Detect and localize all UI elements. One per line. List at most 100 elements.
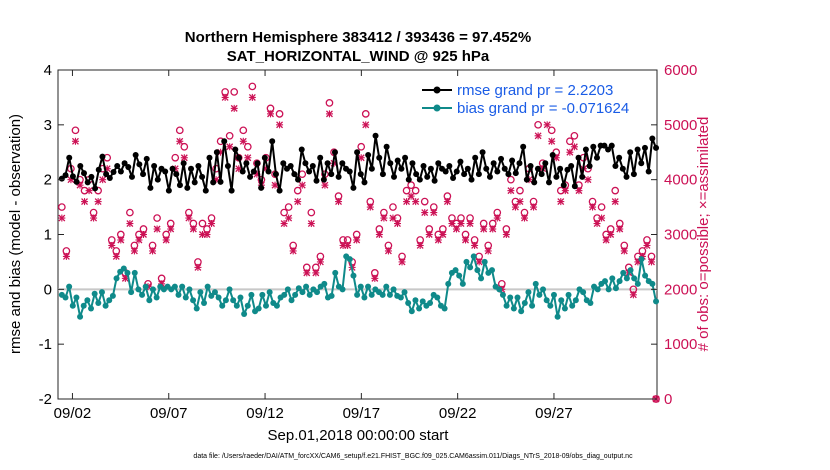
rmse-point — [653, 144, 660, 151]
obs-possible-point — [566, 137, 574, 146]
bias-point — [182, 294, 189, 301]
bias-point — [529, 302, 536, 309]
obs-assimilated-point — [208, 220, 216, 228]
obs-assimilated-point — [117, 236, 125, 244]
rmse-point — [527, 162, 534, 169]
bias-point — [514, 294, 521, 301]
rmse-point — [557, 165, 564, 172]
bias-point — [328, 292, 335, 299]
y-right-tick-label: 4000 — [664, 172, 697, 189]
rmse-point — [243, 160, 250, 167]
bias-point — [226, 286, 233, 293]
obs-assimilated-point — [94, 198, 102, 206]
bias-point — [262, 302, 269, 309]
obs-possible-point — [293, 186, 302, 195]
rmse-point — [619, 165, 626, 172]
bias-point — [171, 283, 178, 290]
rmse-point — [84, 179, 91, 186]
obs-possible-point — [126, 208, 134, 217]
rmse-point — [180, 160, 187, 167]
rmse-point — [549, 151, 556, 158]
rmse-point — [498, 155, 505, 162]
rmse-point — [250, 168, 257, 175]
bias-point — [80, 302, 87, 309]
bias-point — [339, 286, 346, 293]
rmse-point — [176, 182, 183, 189]
obs-assimilated-point — [507, 187, 515, 195]
obs-assimilated-point — [489, 225, 497, 233]
rmse-point — [73, 178, 80, 185]
bias-point — [131, 269, 138, 276]
bias-point — [503, 302, 510, 309]
bias-point — [383, 283, 390, 290]
bias-point — [255, 305, 262, 312]
obs-assimilated-point — [176, 137, 184, 145]
obs-possible-point — [198, 219, 207, 228]
rmse-point — [99, 153, 106, 160]
bias-point — [543, 297, 550, 304]
bias-point — [66, 283, 73, 290]
obs-assimilated-point — [530, 203, 538, 211]
rmse-point — [472, 154, 479, 161]
obs-assimilated-point — [112, 252, 120, 260]
y-left-tick-labels: -2 -1 0 1 2 3 4 — [39, 62, 52, 408]
bias-point — [73, 294, 80, 301]
rmse-point — [391, 173, 398, 180]
obs-assimilated-point — [62, 252, 70, 260]
obs-assimilated-point — [520, 214, 528, 222]
bias-point — [222, 297, 229, 304]
rmse-point — [132, 151, 139, 158]
rmse-point — [483, 165, 490, 172]
rmse-point — [486, 173, 493, 180]
obs-assimilated-point — [85, 187, 93, 195]
obs-assimilated-point — [548, 137, 556, 145]
obs-possible-point — [507, 175, 515, 184]
series-layer — [58, 132, 660, 320]
obs-assimilated-point — [466, 220, 474, 228]
rmse-point — [409, 160, 416, 167]
obs-assimilated-point — [462, 236, 470, 244]
bias-point — [507, 294, 514, 301]
bias-point — [441, 305, 448, 312]
rmse-point — [162, 168, 169, 175]
obs-possible-point — [325, 99, 334, 107]
rmse-point — [376, 154, 383, 161]
bias-point — [481, 258, 488, 265]
bias-point — [401, 289, 408, 296]
bias-point — [419, 298, 426, 305]
rmse-point — [236, 154, 243, 161]
y-right-tick-label: 3000 — [664, 227, 697, 244]
rmse-point — [206, 154, 213, 161]
rmse-point — [154, 176, 161, 183]
bias-point — [211, 289, 218, 296]
rmse-point — [66, 154, 73, 161]
ticks-layer — [58, 69, 657, 400]
bias-point — [612, 285, 619, 292]
bias-point — [295, 285, 302, 292]
obs-assimilated-point — [58, 214, 66, 222]
obs-possible-point — [248, 82, 257, 91]
obs-assimilated-point — [226, 143, 234, 151]
obs-assimilated-point — [321, 181, 329, 189]
legend-bias-marker — [433, 104, 441, 112]
obs-assimilated-point — [130, 247, 138, 255]
obs-possible-point — [243, 142, 252, 151]
obs-assimilated-point — [566, 148, 574, 156]
bias-point — [197, 289, 204, 296]
rmse-point — [357, 171, 364, 178]
obs-possible-point — [239, 126, 248, 135]
rmse-point — [623, 173, 630, 180]
obs-assimilated-point — [221, 93, 229, 101]
obs-assimilated-point — [325, 110, 333, 118]
bias-point — [525, 289, 532, 296]
bias-point — [321, 280, 328, 287]
obs-assimilated-point — [593, 220, 601, 228]
rmse-point — [442, 168, 449, 175]
bias-point — [146, 297, 153, 304]
rmse-point — [590, 143, 597, 150]
legend: rmse grand pr = 2.2203 bias grand pr = -… — [418, 80, 646, 118]
obs-possible-point — [389, 203, 397, 211]
bias-point — [478, 275, 485, 282]
bias-point — [536, 291, 543, 298]
